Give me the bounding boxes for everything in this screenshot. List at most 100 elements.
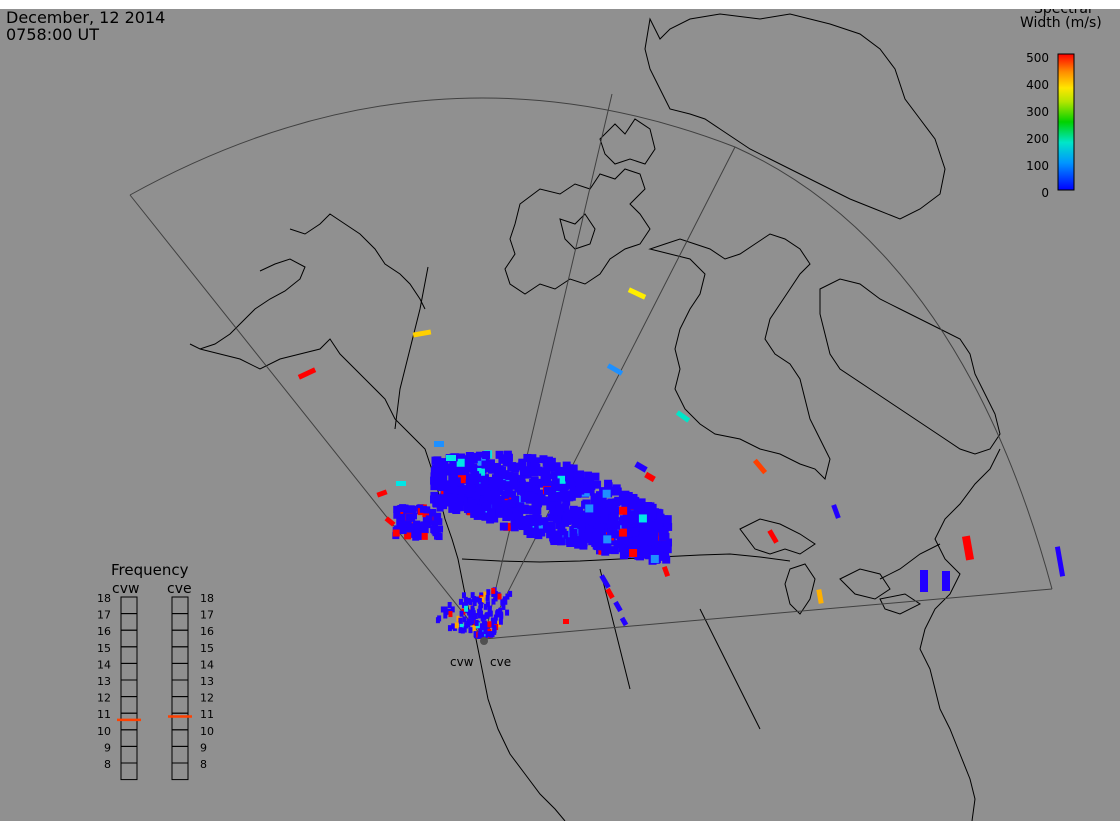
frequency-box-cvw bbox=[120, 745, 138, 764]
echo-cell bbox=[635, 546, 644, 555]
echo-cell bbox=[489, 631, 494, 638]
border-alaska bbox=[394, 266, 429, 430]
echo-cell bbox=[467, 499, 476, 508]
echo-cell bbox=[546, 527, 555, 536]
echo-cell bbox=[463, 602, 468, 609]
echo-cell bbox=[486, 459, 495, 468]
echo-streak bbox=[606, 363, 624, 376]
echo-cell bbox=[421, 526, 429, 534]
echo-cell bbox=[508, 590, 513, 597]
frequency-box-cvw bbox=[120, 712, 138, 731]
echo-cell bbox=[534, 466, 543, 475]
echo-streak bbox=[384, 516, 396, 527]
echo-cell bbox=[471, 481, 480, 490]
echo-cell bbox=[438, 475, 447, 484]
echo-cell bbox=[472, 491, 481, 500]
echo-cell bbox=[583, 485, 592, 494]
echo-cell bbox=[571, 521, 580, 530]
echo-cell bbox=[592, 532, 601, 541]
echo-cell bbox=[649, 547, 658, 556]
echo-cell bbox=[457, 475, 466, 484]
echo-cell bbox=[557, 475, 566, 484]
echo-cell bbox=[599, 542, 608, 551]
echo-cell bbox=[569, 533, 578, 542]
echo-cell bbox=[603, 535, 612, 544]
echo-cell bbox=[528, 493, 537, 502]
echo-cell bbox=[582, 499, 591, 508]
echo-cell bbox=[491, 590, 496, 597]
echo-cell bbox=[502, 481, 511, 490]
frequency-level-right: 13 bbox=[200, 675, 214, 688]
echo-cell bbox=[483, 603, 488, 610]
echo-cell bbox=[457, 486, 466, 495]
echo-cell bbox=[490, 514, 499, 523]
frequency-box-cvw bbox=[120, 679, 138, 698]
echo-cell bbox=[553, 499, 562, 508]
colorbar-gradient bbox=[1057, 53, 1075, 191]
echo-cell bbox=[487, 605, 492, 612]
echo-cell bbox=[483, 628, 488, 635]
echo-streak bbox=[297, 367, 317, 380]
echo-cell bbox=[444, 480, 453, 489]
echo-cell bbox=[461, 602, 466, 609]
echo-cell bbox=[393, 505, 401, 513]
echo-streak bbox=[675, 410, 691, 423]
echo-cell bbox=[525, 466, 534, 475]
echo-cell bbox=[644, 502, 653, 511]
echo-cell bbox=[492, 490, 501, 499]
radar-label-cvw: cvw bbox=[450, 655, 474, 669]
frequency-level-left: 11 bbox=[97, 708, 111, 721]
echo-cell bbox=[612, 521, 621, 530]
echo-cell bbox=[534, 523, 543, 532]
echo-cell bbox=[540, 474, 549, 483]
echo-cell bbox=[664, 522, 673, 531]
echo-streak bbox=[816, 589, 824, 604]
echo-cell bbox=[521, 515, 530, 524]
echo-cell bbox=[507, 463, 516, 472]
echo-cell bbox=[456, 458, 465, 467]
echo-cell bbox=[643, 538, 652, 547]
echo-cell bbox=[465, 479, 474, 488]
echo-cell bbox=[514, 484, 523, 493]
echo-cell bbox=[470, 592, 475, 599]
echo-cell bbox=[586, 475, 595, 484]
echo-cell bbox=[556, 469, 565, 478]
frequency-box-cvw bbox=[120, 613, 138, 631]
echo-streak bbox=[634, 461, 648, 473]
echo-cell bbox=[429, 509, 437, 517]
echo-cell bbox=[490, 617, 495, 624]
radar-fov bbox=[129, 93, 1053, 640]
echo-streak bbox=[920, 570, 928, 592]
echo-cell bbox=[502, 598, 507, 605]
frequency-level-right: 10 bbox=[200, 725, 214, 738]
frequency-box-cvw bbox=[120, 629, 138, 648]
echo-cell bbox=[480, 631, 485, 638]
echo-cell bbox=[577, 520, 586, 529]
echo-cell bbox=[523, 527, 532, 536]
echo-cell bbox=[531, 501, 540, 510]
frequency-box-cve bbox=[171, 662, 189, 681]
echo-cell bbox=[566, 481, 575, 490]
echo-streak bbox=[644, 471, 656, 483]
echo-cell bbox=[588, 537, 597, 546]
echo-cell bbox=[504, 456, 513, 465]
echo-cell bbox=[595, 517, 604, 526]
echo-cell bbox=[423, 506, 431, 514]
echo-cell bbox=[465, 464, 474, 473]
echo-cell bbox=[483, 492, 492, 501]
echo-cell bbox=[472, 509, 481, 518]
frequency-level-right: 17 bbox=[200, 609, 214, 622]
echo-cell bbox=[590, 495, 599, 504]
colorbar-tick-label: 400 bbox=[1026, 78, 1049, 92]
echo-cell bbox=[625, 514, 634, 523]
echo-cell bbox=[573, 528, 582, 537]
echo-cell bbox=[498, 466, 507, 475]
echo-cell bbox=[495, 611, 500, 618]
echo-cell bbox=[628, 519, 637, 528]
colorbar-tick-label: 0 bbox=[1041, 186, 1049, 200]
echo-cell bbox=[455, 453, 464, 462]
echo-cell bbox=[422, 510, 430, 518]
echo-streak bbox=[752, 458, 768, 475]
echo-cell bbox=[545, 521, 554, 530]
